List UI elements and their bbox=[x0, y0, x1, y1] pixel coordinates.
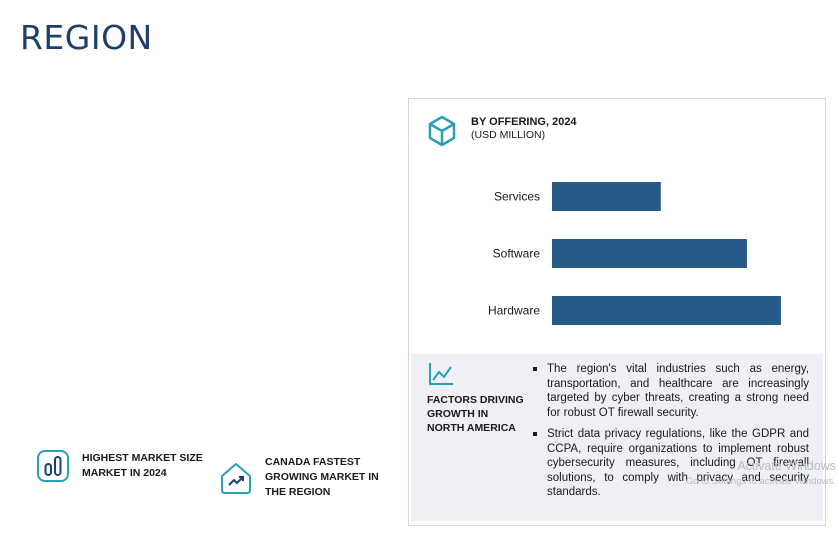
stat-highest-market-size: HIGHEST MARKET SIZE MARKET IN 2024 bbox=[36, 449, 203, 483]
offering-card: BY OFFERING, 2024 (USD MILLION) Services… bbox=[408, 98, 826, 526]
chart-subtitle: (USD MILLION) bbox=[471, 129, 546, 141]
bar-software bbox=[552, 239, 747, 268]
factor-item: The region's vital industries such as en… bbox=[531, 362, 809, 420]
factor-item: Strict data privacy regulations, like th… bbox=[531, 427, 809, 500]
factors-list: The region's vital industries such as en… bbox=[531, 362, 809, 507]
offering-bar-chart: Services Software Hardware bbox=[488, 182, 781, 325]
cube-icon bbox=[428, 115, 456, 147]
chart-title: BY OFFERING, 2024 bbox=[471, 116, 577, 128]
card-header: BY OFFERING, 2024 (USD MILLION) bbox=[427, 115, 577, 147]
factors-title: FACTORS DRIVING GROWTH IN NORTH AMERICA bbox=[427, 394, 524, 434]
page-title: REGION bbox=[20, 18, 153, 57]
category-label-services: Services bbox=[494, 190, 540, 204]
factors-panel: FACTORS DRIVING GROWTH IN NORTH AMERICA … bbox=[411, 354, 823, 521]
line-trend-icon bbox=[429, 363, 453, 385]
bar-chart-icon bbox=[37, 450, 69, 482]
bar-hardware bbox=[552, 296, 781, 325]
category-label-hardware: Hardware bbox=[488, 304, 540, 318]
bar-services bbox=[552, 182, 661, 211]
stat-label: HIGHEST MARKET SIZE MARKET IN 2024 bbox=[82, 452, 203, 479]
stat-canada-fastest: CANADA FASTEST GROWING MARKET IN THE REG… bbox=[219, 455, 379, 500]
stat-label: CANADA FASTEST GROWING MARKET IN THE REG… bbox=[265, 456, 379, 498]
trending-up-house-icon bbox=[221, 462, 251, 494]
category-label-software: Software bbox=[493, 247, 541, 261]
